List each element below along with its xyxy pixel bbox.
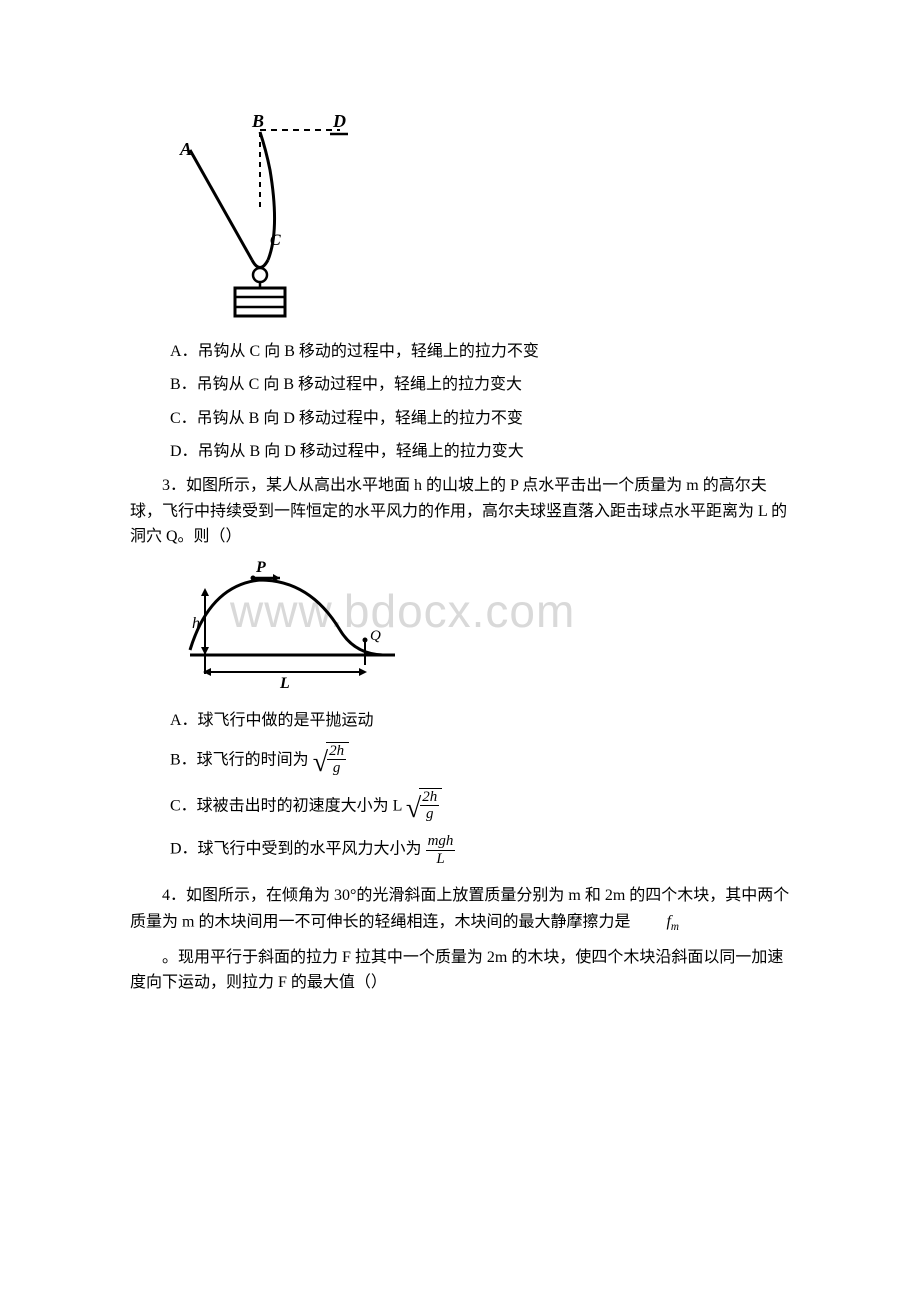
q4-stem: 4．如图所示，在倾角为 30°的光滑斜面上放置质量分别为 m 和 2m 的四个木… bbox=[130, 883, 790, 937]
q4-stem-text: 4．如图所示，在倾角为 30°的光滑斜面上放置质量分别为 m 和 2m 的四个木… bbox=[130, 887, 789, 930]
q2-option-C: C．吊钩从 B 向 D 移动过程中，轻绳上的拉力不变 bbox=[170, 406, 790, 432]
q2-option-A: A．吊钩从 C 向 B 移动的过程中，轻绳上的拉力不变 bbox=[170, 339, 790, 365]
q3-stem: 3．如图所示，某人从高出水平地面 h 的山坡上的 P 点水平击出一个质量为 m … bbox=[130, 473, 790, 550]
label-L: L bbox=[279, 675, 290, 690]
label-Q: Q bbox=[370, 628, 381, 644]
q3-option-C: C．球被击出时的初速度大小为 L √ 2h g bbox=[170, 788, 790, 826]
q3-option-D: D．球飞行中受到的水平风力大小为 mgh L bbox=[170, 833, 790, 867]
formula-sqrt-2h-g: √ 2h g bbox=[313, 742, 349, 780]
q2-option-B: B．吊钩从 C 向 B 移动过程中，轻绳上的拉力变大 bbox=[170, 372, 790, 398]
label-D: D bbox=[332, 111, 346, 131]
q4-cont: 。现用平行于斜面的拉力 F 拉其中一个质量为 2m 的木块，使四个木块沿斜面以同… bbox=[130, 945, 790, 996]
q2-option-D: D．吊钩从 B 向 D 移动过程中，轻绳上的拉力变大 bbox=[170, 439, 790, 465]
q2-figure: A B D C bbox=[170, 110, 790, 329]
q3-C-prefix: C．球被击出时的初速度大小为 L bbox=[170, 797, 402, 814]
q3-B-prefix: B．球飞行的时间为 bbox=[170, 751, 309, 768]
q3-figure: P h Q L bbox=[170, 560, 790, 699]
label-B: B bbox=[251, 111, 264, 131]
label-h: h bbox=[192, 615, 200, 632]
label-C: C bbox=[270, 232, 281, 249]
label-P: P bbox=[255, 560, 266, 576]
q3-D-prefix: D．球飞行中受到的水平风力大小为 bbox=[170, 841, 422, 858]
formula-L-sqrt-2h-g: √ 2h g bbox=[406, 788, 442, 826]
formula-mgh-L: mgh L bbox=[426, 833, 456, 867]
q3-option-B: B．球飞行的时间为 √ 2h g bbox=[170, 742, 790, 780]
formula-fm: fm bbox=[634, 909, 679, 937]
q3-option-A: A．球飞行中做的是平抛运动 bbox=[170, 708, 790, 734]
label-A: A bbox=[179, 139, 192, 159]
